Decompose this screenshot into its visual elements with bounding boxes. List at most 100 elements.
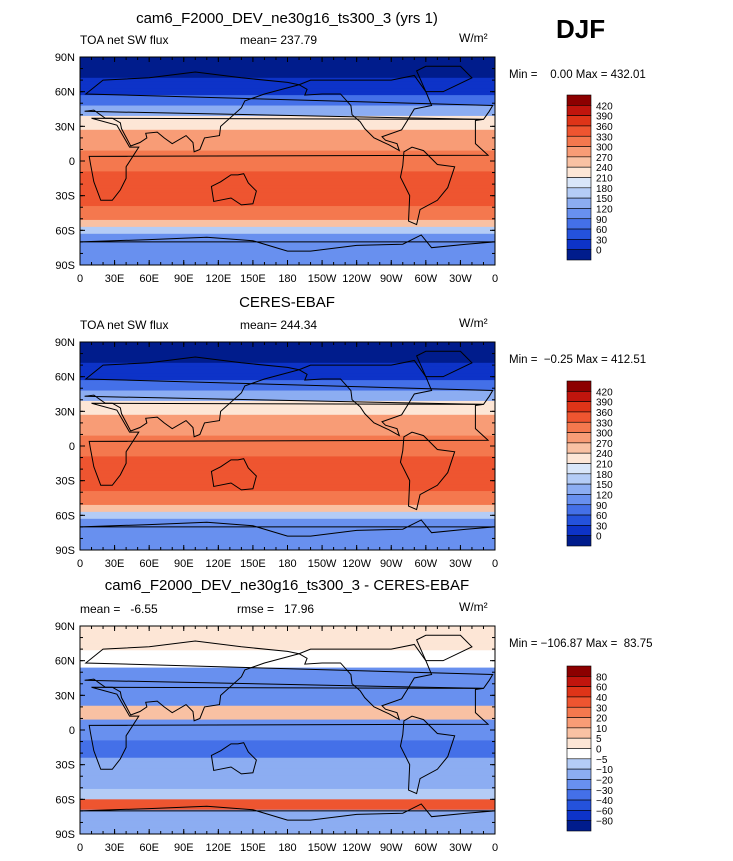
field-band — [80, 730, 495, 735]
colorbar-label: −5 — [596, 755, 608, 766]
field-band — [80, 816, 495, 821]
colorbar-swatch — [566, 706, 592, 718]
x-tick-label: 120E — [205, 273, 231, 285]
x-tick-label: 150W — [308, 273, 337, 285]
colorbar-swatch — [566, 504, 592, 516]
field-band — [80, 480, 495, 485]
colorbar-swatch — [566, 442, 592, 454]
field-band — [80, 508, 495, 513]
x-tick-label: 30W — [449, 273, 472, 285]
coastline — [88, 117, 490, 201]
colorbar-label: 150 — [596, 194, 613, 205]
field-band — [80, 709, 495, 714]
colorbar-swatch — [566, 494, 592, 506]
colorbar-label: −60 — [596, 806, 613, 817]
colorbar-label: 90 — [596, 215, 608, 226]
field-band — [80, 643, 495, 648]
colorbar-swatch — [566, 799, 592, 811]
field-band — [80, 213, 495, 218]
field-band — [80, 511, 495, 516]
field-band — [80, 407, 495, 412]
colorbar-swatch — [566, 789, 592, 801]
field-band — [80, 185, 495, 190]
colorbar-label: 360 — [596, 122, 613, 133]
y-tick-label: 60S — [55, 510, 75, 522]
field-band — [80, 691, 495, 696]
colorbar-label: 270 — [596, 439, 613, 450]
field-band — [80, 823, 495, 828]
y-tick-label: 30N — [55, 406, 75, 418]
x-tick-label: 0 — [77, 273, 83, 285]
field-band — [80, 788, 495, 793]
colorbar-label: 10 — [596, 724, 608, 735]
colorbar-label: 30 — [596, 235, 608, 246]
field-band — [80, 383, 495, 388]
colorbar-label: 240 — [596, 449, 613, 460]
colorbar-label: 180 — [596, 470, 613, 481]
field-band — [80, 91, 495, 96]
field-band — [80, 188, 495, 193]
field-band — [80, 206, 495, 211]
field-band — [80, 77, 495, 82]
colorbar-label: 210 — [596, 174, 613, 185]
coastline — [399, 715, 456, 795]
field-band — [80, 664, 495, 669]
field-band — [80, 348, 495, 353]
coastline — [415, 350, 473, 378]
field-band — [80, 226, 495, 231]
field-band — [80, 723, 495, 728]
field-band — [80, 629, 495, 634]
field-band — [80, 657, 495, 662]
colorbar-label: 120 — [596, 204, 613, 215]
colorbar-label: 390 — [596, 398, 613, 409]
panel-title: cam6_F2000_DEV_ne30g16_ts300_3 (yrs 1) — [136, 10, 438, 27]
mean-label: mean= 237.79 — [240, 33, 318, 47]
season-label: DJF — [556, 14, 606, 44]
colorbar-label: −30 — [596, 786, 613, 797]
field-band — [80, 684, 495, 689]
field-band — [80, 688, 495, 693]
colorbar-swatch — [566, 473, 592, 485]
field-band — [80, 695, 495, 700]
colorbar-swatch — [566, 514, 592, 526]
colorbar-swatch — [566, 810, 592, 821]
field-band — [80, 449, 495, 454]
field-band — [80, 473, 495, 478]
field-band — [80, 532, 495, 537]
x-tick-label: 30W — [449, 558, 472, 570]
field-band — [80, 237, 495, 242]
field-band — [80, 529, 495, 534]
field-band — [80, 543, 495, 548]
y-tick-label: 90N — [55, 621, 75, 633]
y-tick-label: 0 — [69, 725, 75, 737]
field-band — [80, 674, 495, 679]
field-band — [80, 484, 495, 489]
field-band — [80, 355, 495, 360]
colorbar-label: −20 — [596, 775, 613, 786]
coastline — [297, 74, 433, 152]
x-tick-label: 120W — [342, 842, 371, 854]
field-band — [80, 536, 495, 541]
colorbar-label: 60 — [596, 683, 608, 694]
coastline — [80, 519, 495, 537]
x-tick-label: 90W — [380, 273, 403, 285]
map-frame — [79, 625, 496, 835]
coastline — [210, 458, 257, 491]
x-tick-label: 90W — [380, 842, 403, 854]
field-band — [80, 501, 495, 506]
field-band — [80, 470, 495, 475]
colorbar-label: −10 — [596, 765, 613, 776]
field-band — [80, 102, 495, 107]
field-band — [80, 761, 495, 766]
field-band — [80, 428, 495, 433]
field-band — [80, 439, 495, 444]
coastline — [210, 173, 257, 206]
colorbar-label: 120 — [596, 490, 613, 501]
y-tick-label: 90S — [55, 829, 75, 841]
colorbar-label: 420 — [596, 101, 613, 112]
colorbar-label: 60 — [596, 511, 608, 522]
colorbar-swatch — [566, 105, 592, 116]
mean-label: mean= 244.34 — [240, 318, 318, 332]
field-band — [80, 88, 495, 93]
field-band — [80, 442, 495, 447]
